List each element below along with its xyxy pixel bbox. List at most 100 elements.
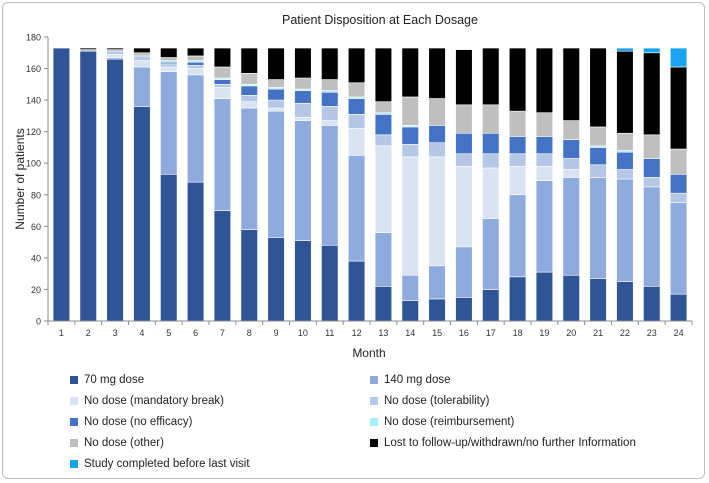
bar-segment [643, 47, 661, 54]
legend-label: No dose (tolerability) [384, 395, 490, 407]
bar-segment [401, 156, 419, 276]
chart-title: Patient Disposition at Each Dosage [282, 13, 478, 27]
legend-swatch [370, 418, 378, 426]
legend-swatch [370, 439, 378, 447]
bar-segment [616, 132, 634, 151]
legend-swatch [370, 376, 378, 384]
x-tick-label: 23 [647, 328, 657, 338]
legend-label: Study completed before last visit [84, 458, 250, 470]
bar-segment [374, 145, 393, 233]
bar-segment [482, 153, 500, 169]
y-axis-label: Number of patients [13, 128, 27, 229]
bar-segment [160, 71, 178, 175]
bar-segment [267, 79, 285, 88]
bar-segment [79, 47, 97, 50]
bar-segment [79, 50, 97, 322]
legend-label: Lost to follow-up/withdrawn/no further I… [384, 437, 636, 449]
bar-segment [455, 49, 473, 106]
bar-segment [428, 47, 446, 99]
bar-segment [213, 210, 232, 322]
bar-segment [508, 166, 527, 196]
bar-segment [186, 47, 205, 57]
bar-segment [455, 246, 473, 298]
bar-segment [347, 82, 366, 98]
bar-segment [535, 180, 554, 273]
x-tick-label: 10 [298, 328, 308, 338]
y-tick-label: 120 [26, 127, 41, 137]
bar-segment [455, 132, 473, 155]
legend-item: Lost to follow-up/withdrawn/no further I… [370, 437, 636, 449]
bar-segment [52, 47, 71, 322]
x-tick-label: 14 [405, 328, 415, 338]
bar-segment [321, 79, 339, 91]
bar-segment [267, 47, 285, 80]
bar-segment [374, 114, 393, 136]
bar-segment [616, 281, 634, 322]
bar-segment [401, 126, 419, 145]
bar-segment [133, 55, 151, 61]
bar-segment [562, 274, 580, 322]
bar-segment [321, 120, 339, 126]
bar-segment [428, 156, 446, 267]
bar-segment [186, 65, 205, 69]
bar-segment [240, 72, 258, 85]
legend-item: No dose (no efficacy) [70, 416, 192, 428]
bar-segment [133, 52, 151, 57]
x-tick-label: 17 [486, 328, 496, 338]
bar-segment [186, 74, 205, 183]
x-tick-label: 4 [139, 328, 144, 338]
bar-segment [133, 66, 151, 107]
bar-segment [213, 47, 232, 68]
y-tick-label: 140 [26, 96, 41, 106]
bar-segment [616, 47, 634, 52]
y-tick-label: 0 [36, 317, 41, 327]
bar-segment [267, 99, 285, 109]
bar-segment [347, 260, 366, 322]
x-tick-label: 16 [459, 328, 469, 338]
y-tick-label: 40 [31, 253, 41, 263]
bar-segment [294, 120, 312, 241]
x-tick-label: 20 [566, 328, 576, 338]
bar-segment [267, 110, 285, 238]
bar-segment [562, 177, 580, 276]
bar-segment [240, 47, 258, 74]
bar-segment [106, 54, 124, 58]
bar-segment [589, 47, 607, 128]
y-tick-label: 180 [26, 33, 41, 43]
bar-segment [294, 90, 312, 104]
bar-segment [589, 147, 607, 166]
bar-segment [374, 101, 393, 114]
bar-segment [643, 177, 661, 188]
bar-segment [508, 136, 527, 155]
bar-segment [643, 158, 661, 178]
bar-segment [321, 91, 339, 107]
bar-segment [160, 173, 178, 322]
bar-segment [267, 107, 285, 112]
bar-segment [508, 276, 527, 322]
bar-segment [186, 181, 205, 322]
legend-swatch [70, 397, 78, 405]
bar-segment [562, 120, 580, 140]
bar-segment [535, 136, 554, 155]
bar-segment [186, 55, 205, 61]
x-tick-label: 13 [378, 328, 388, 338]
bar-segment [616, 169, 634, 180]
legend-item: 70 mg dose [70, 374, 144, 386]
bar-segment [347, 98, 366, 115]
bar-segment [401, 143, 419, 158]
legend-swatch [70, 460, 78, 468]
y-tick-label: 160 [26, 64, 41, 74]
legend-item: 140 mg dose [370, 374, 451, 386]
bar-segment [347, 47, 366, 84]
bar-segment [160, 57, 178, 61]
y-tick-label: 80 [31, 190, 41, 200]
bar-segment [186, 61, 205, 66]
bar-segment [294, 117, 312, 121]
bar-segment [508, 194, 527, 278]
bar-segment [347, 128, 366, 156]
bar-segment [106, 47, 124, 50]
legend-item: No dose (reimbursement) [370, 416, 514, 428]
bar-segment [374, 232, 393, 287]
x-tick-label: 7 [220, 328, 225, 338]
